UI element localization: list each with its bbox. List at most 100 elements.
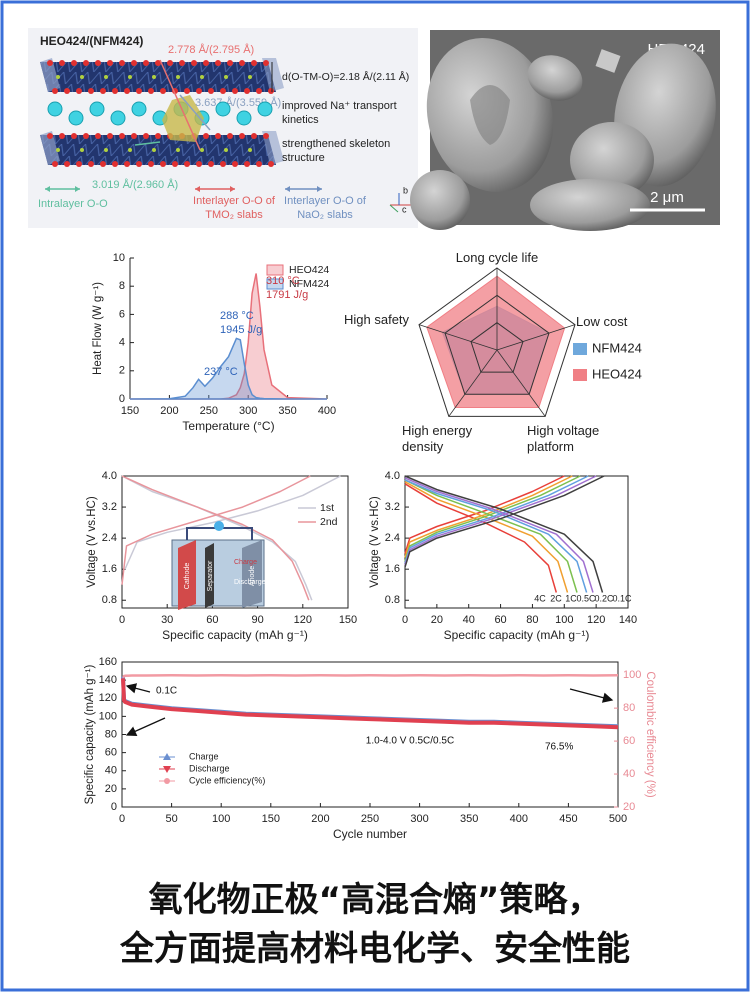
line xyxy=(121,475,341,601)
y-tick-label: 4.0 xyxy=(102,470,117,482)
metal-atom xyxy=(224,148,228,152)
oxygen-atom xyxy=(227,133,233,139)
y-axis-label: Specific capacity (mAh g⁻¹) xyxy=(84,665,96,805)
x-tick-label: 30 xyxy=(161,614,173,626)
x-tick-label: 90 xyxy=(251,614,263,626)
series-label: 0.2C xyxy=(594,593,614,603)
radar-spoke xyxy=(448,349,498,417)
series-label: 2C xyxy=(550,593,562,603)
x-tick-label: 250 xyxy=(361,813,379,825)
caption-line: 氧化物正极“高混合熵”策略， xyxy=(148,880,602,920)
oxygen-atom xyxy=(203,133,209,139)
sodium-atom xyxy=(110,110,126,126)
y2-tick-label: 20 xyxy=(623,801,635,813)
x-tick-label: 150 xyxy=(339,614,357,626)
inset-cathode xyxy=(178,540,196,610)
oxygen-atom xyxy=(148,88,154,94)
oxygen-atom xyxy=(107,60,113,66)
oxygen-atom xyxy=(220,88,226,94)
radar-ring xyxy=(470,322,524,373)
y-tick-label: 40 xyxy=(105,765,117,777)
oxygen-atom xyxy=(191,60,197,66)
oxygen-atom xyxy=(184,88,190,94)
y-tick-label: 0.8 xyxy=(385,594,400,606)
oxygen-atom xyxy=(95,60,101,66)
sodium-atom xyxy=(47,101,63,117)
x-tick-label: 50 xyxy=(165,813,177,825)
oxygen-atom xyxy=(71,133,77,139)
area xyxy=(129,337,327,400)
series-label: 4C xyxy=(534,593,546,603)
oxygen-atom xyxy=(179,60,185,66)
series-label: 1C xyxy=(565,593,577,603)
plot-frame xyxy=(404,475,629,609)
oxygen-atom xyxy=(172,161,178,167)
oxygen-atom xyxy=(100,88,106,94)
legend-label: Discharge xyxy=(189,763,230,773)
structure-note: strengthened skeleton structure xyxy=(282,138,391,164)
oxygen-atom xyxy=(155,133,161,139)
y-tick-label: 10 xyxy=(113,252,125,264)
line xyxy=(121,475,311,601)
metal-atom xyxy=(248,75,252,79)
y-tick-label: 140 xyxy=(99,674,117,686)
tmo2-slab xyxy=(40,62,276,92)
y-tick-label: 4 xyxy=(119,337,125,349)
legend-label: NFM424 xyxy=(289,278,329,290)
inset-label: Separator xyxy=(207,560,214,591)
y-axis-label: Heat Flow (W g⁻¹) xyxy=(92,282,104,375)
oxygen-atom xyxy=(76,88,82,94)
legend-swatch xyxy=(573,369,587,381)
radar-axis-label: High safety xyxy=(344,312,410,327)
structure-panel xyxy=(28,28,418,228)
x-tick-label: 40 xyxy=(463,614,475,626)
x-tick-label: 150 xyxy=(121,405,139,417)
distance-label: 3.019 Å/(2.960 Å) xyxy=(92,178,178,191)
metal-atom xyxy=(80,148,84,152)
oxygen-atom xyxy=(143,60,149,66)
x-tick-label: 100 xyxy=(212,813,230,825)
sem-particle xyxy=(595,49,621,73)
radar-spoke xyxy=(496,349,546,417)
oxygen-atom xyxy=(220,161,226,167)
y-axis-label: Voltage (V vs.HC) xyxy=(86,496,98,588)
na-channel xyxy=(162,95,204,142)
legend-label: HEO424 xyxy=(592,366,642,381)
sodium-atom xyxy=(257,101,273,117)
x-tick-label: 350 xyxy=(460,813,478,825)
oxygen-atom xyxy=(244,161,250,167)
x-tick-label: 0 xyxy=(402,614,408,626)
x-tick-label: 60 xyxy=(206,614,218,626)
oxygen-atom xyxy=(59,60,65,66)
sem-dimple xyxy=(470,85,510,145)
metal-atom xyxy=(128,75,132,79)
radar-ring xyxy=(444,294,550,395)
oxygen-atom xyxy=(155,60,161,66)
slab-edge xyxy=(40,58,60,92)
y-tick-label: 120 xyxy=(99,692,117,704)
x-tick-label: 150 xyxy=(262,813,280,825)
legend-label: NFM424 xyxy=(592,340,642,355)
oxygen-atom xyxy=(215,60,221,66)
y-tick-label: 4.0 xyxy=(385,470,400,482)
inset-label: Charge xyxy=(234,559,257,566)
slab-edge xyxy=(40,131,60,165)
y-axis-label: Voltage (V vs.HC) xyxy=(369,496,381,588)
oxygen-atom xyxy=(148,161,154,167)
metal-atom xyxy=(176,148,180,152)
oxygen-atom xyxy=(71,60,77,66)
legend-marker xyxy=(164,778,170,784)
legend-swatch xyxy=(266,264,284,276)
y-tick-label: 2.4 xyxy=(102,532,117,544)
legend-label: 1st xyxy=(320,502,334,514)
caption-line: 全方面提高材料电化学、安全性能 xyxy=(120,929,630,969)
oxygen-atom xyxy=(47,60,53,66)
oxygen-atom xyxy=(107,133,113,139)
annotation: 1945 J/g xyxy=(220,324,262,336)
sem-particle xyxy=(527,55,583,101)
oxygen-atom xyxy=(251,133,257,139)
oxygen-atom xyxy=(119,60,125,66)
oxygen-atom xyxy=(203,60,209,66)
x-tick-label: 300 xyxy=(239,405,257,417)
